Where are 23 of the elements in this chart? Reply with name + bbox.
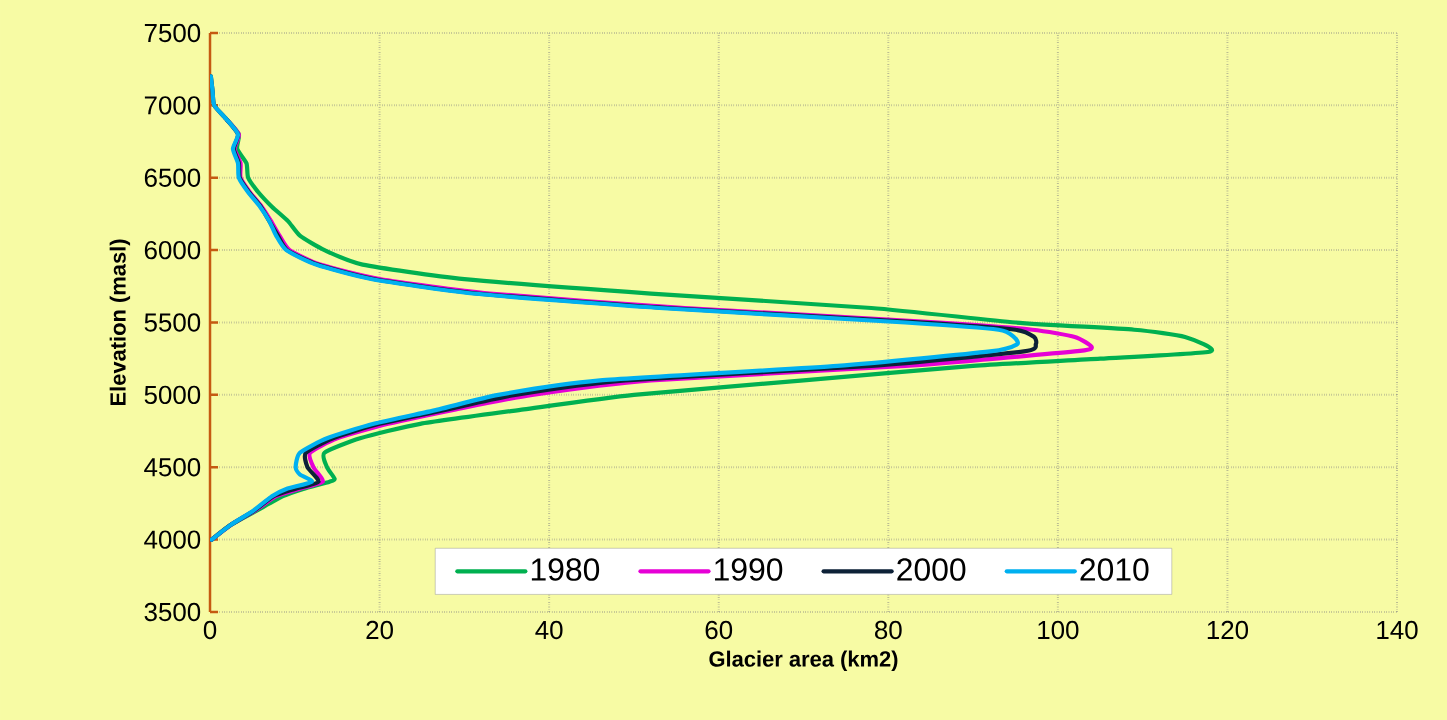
legend-label: 2010 <box>1080 558 1149 581</box>
x-tick-label: 100 <box>1038 620 1079 640</box>
y-tick-label: 7000 <box>144 96 201 115</box>
x-tick-label: 40 <box>535 620 563 640</box>
x-tick-label: 80 <box>875 620 902 640</box>
x-tick-label: 140 <box>1377 620 1418 640</box>
y-tick-label: 6500 <box>144 168 201 187</box>
x-tick-label: 120 <box>1207 620 1249 640</box>
y-tick-label: 4000 <box>144 530 201 549</box>
y-tick-label: 4500 <box>144 458 201 477</box>
y-axis-title: Elevation (masl) <box>109 239 131 406</box>
legend-label: 1990 <box>715 558 783 581</box>
y-tick-label: 5500 <box>144 313 201 332</box>
x-tick-label: 60 <box>705 620 733 640</box>
x-tick-label: 20 <box>366 620 393 640</box>
legend-label: 2000 <box>897 558 966 581</box>
x-axis-title: Glacier area (km2) <box>709 650 898 672</box>
x-tick-label: 0 <box>203 620 217 640</box>
legend-label: 1980 <box>531 558 600 581</box>
y-tick-label: 5000 <box>144 385 201 405</box>
y-tick-label: 3500 <box>144 602 201 622</box>
y-tick-label: 6000 <box>144 240 201 260</box>
y-tick-label: 7500 <box>144 23 201 43</box>
